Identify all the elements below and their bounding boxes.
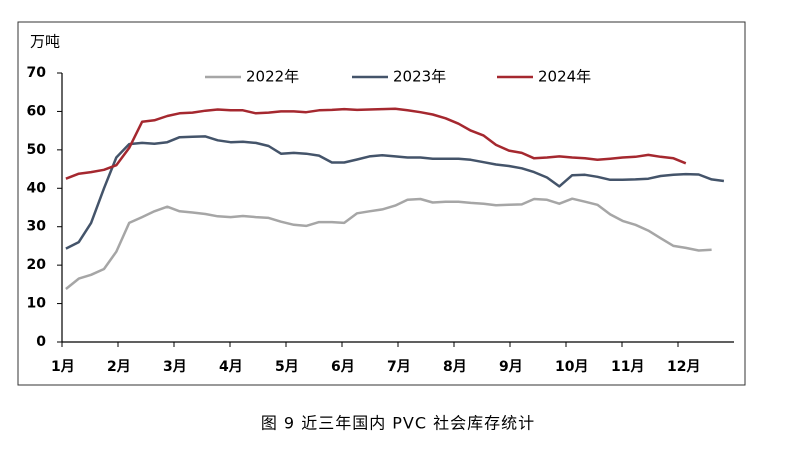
x-tick-label: 9月 [499,359,523,375]
y-tick-label: 20 [27,257,47,273]
x-tick-label: 8月 [443,359,467,375]
y-tick-label: 50 [27,142,47,158]
y-tick-label: 0 [36,334,46,350]
legend-label: 2022年 [246,68,299,86]
series-line [65,107,687,180]
y-axis-label: 万吨 [30,33,60,51]
x-tick-label: 2月 [107,359,131,375]
y-tick-label: 70 [27,65,47,81]
x-tick-label: 6月 [331,359,355,375]
chart-border [17,21,746,386]
x-tick-label: 1月 [51,359,75,375]
y-tick-label: 40 [27,180,47,196]
x-tick-label: 4月 [219,359,243,375]
x-tick-label: 12月 [667,359,700,375]
legend-label: 2023年 [393,68,446,86]
y-tick-label: 60 [27,103,47,119]
x-tick-label: 10月 [555,359,588,375]
legend-label: 2024年 [538,68,591,86]
series-line [65,135,725,250]
y-tick-label: 10 [27,296,47,312]
x-tick-label: 5月 [275,359,299,375]
x-tick-label: 7月 [387,359,411,375]
caption: 图 9 近三年国内 PVC 社会库存统计 [261,414,535,433]
series-line [65,197,712,290]
y-tick-label: 30 [27,219,47,235]
x-tick-label: 11月 [611,359,644,375]
x-tick-label: 3月 [163,359,187,375]
